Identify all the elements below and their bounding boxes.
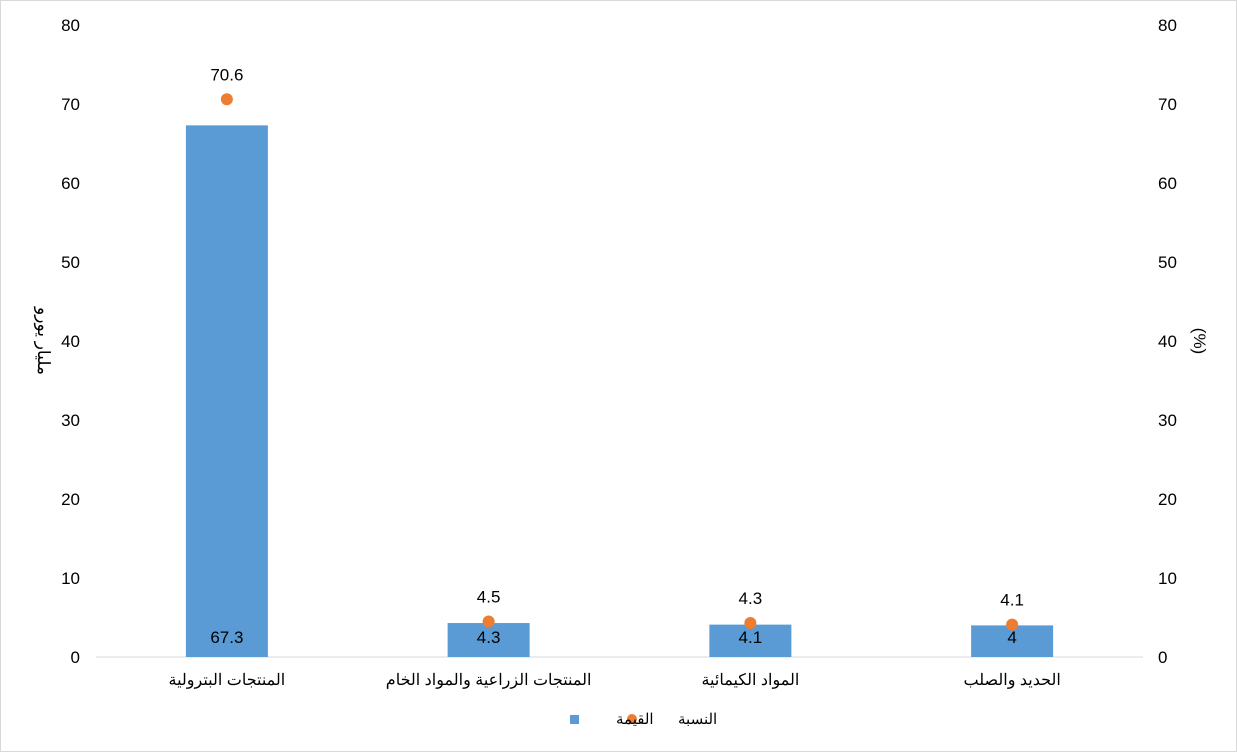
right-axis-tick-label: 30 [1158,411,1177,430]
legend: النسبة القيمة [570,711,717,728]
scatter-point [744,617,757,630]
legend-label: القيمة [616,711,654,728]
right-axis-ticks: 0 10 20 30 40 50 60 70 80 [1158,16,1177,667]
left-axis-tick-label: 80 [61,16,80,35]
scatter-series: 70.6 4.5 4.3 4.1 [210,65,1024,631]
legend-marker-point [627,714,637,724]
left-axis-tick-label: 40 [61,332,80,351]
right-axis-tick-label: 40 [1158,332,1177,351]
y-axis-title: مليار يورو [33,306,53,375]
bar [185,125,268,657]
left-axis-tick-label: 10 [61,569,80,588]
point-data-label: 4.3 [739,589,763,608]
bar [447,623,530,657]
right-axis-tick-label: 50 [1158,253,1177,272]
left-axis-tick-label: 60 [61,174,80,193]
category-labels: المنتجات البترولية المنتجات الزراعية والم… [169,672,1061,689]
legend-label: النسبة [678,711,717,728]
point-data-label: 70.6 [210,65,243,84]
scatter-point [482,615,495,628]
right-axis-tick-label: 20 [1158,490,1177,509]
scatter-point [220,93,233,106]
y2-axis-title: (%) [1190,328,1209,354]
right-axis-tick-label: 80 [1158,16,1177,35]
legend-marker-bar [570,715,579,724]
scatter-point [1006,618,1019,631]
left-axis-tick-label: 70 [61,95,80,114]
left-axis-tick-label: 30 [61,411,80,430]
bar-series: 67.3 4.3 4.1 4 [185,125,1054,657]
bar-data-label: 4.3 [477,628,501,647]
left-axis-tick-label: 20 [61,490,80,509]
bar-data-label: 4.1 [739,628,763,647]
right-axis-tick-label: 10 [1158,569,1177,588]
bar-data-label: 67.3 [210,628,243,647]
point-data-label: 4.5 [477,587,501,606]
category-label: المواد الكيمائية [701,672,799,689]
bar [971,625,1054,657]
right-axis-tick-label: 60 [1158,174,1177,193]
left-axis-tick-label: 0 [71,648,80,667]
left-axis-ticks: 0 10 20 30 40 50 60 70 80 [61,16,80,667]
right-axis-tick-label: 70 [1158,95,1177,114]
point-data-label: 4.1 [1000,591,1024,610]
bar [709,624,792,657]
category-label: المنتجات البترولية [169,672,286,689]
bar-data-label: 4 [1007,628,1016,647]
left-axis-tick-label: 50 [61,253,80,272]
right-axis-tick-label: 0 [1158,648,1167,667]
category-label: المنتجات الزراعية والمواد الخام [386,672,592,689]
category-label: الحديد والصلب [963,672,1060,689]
